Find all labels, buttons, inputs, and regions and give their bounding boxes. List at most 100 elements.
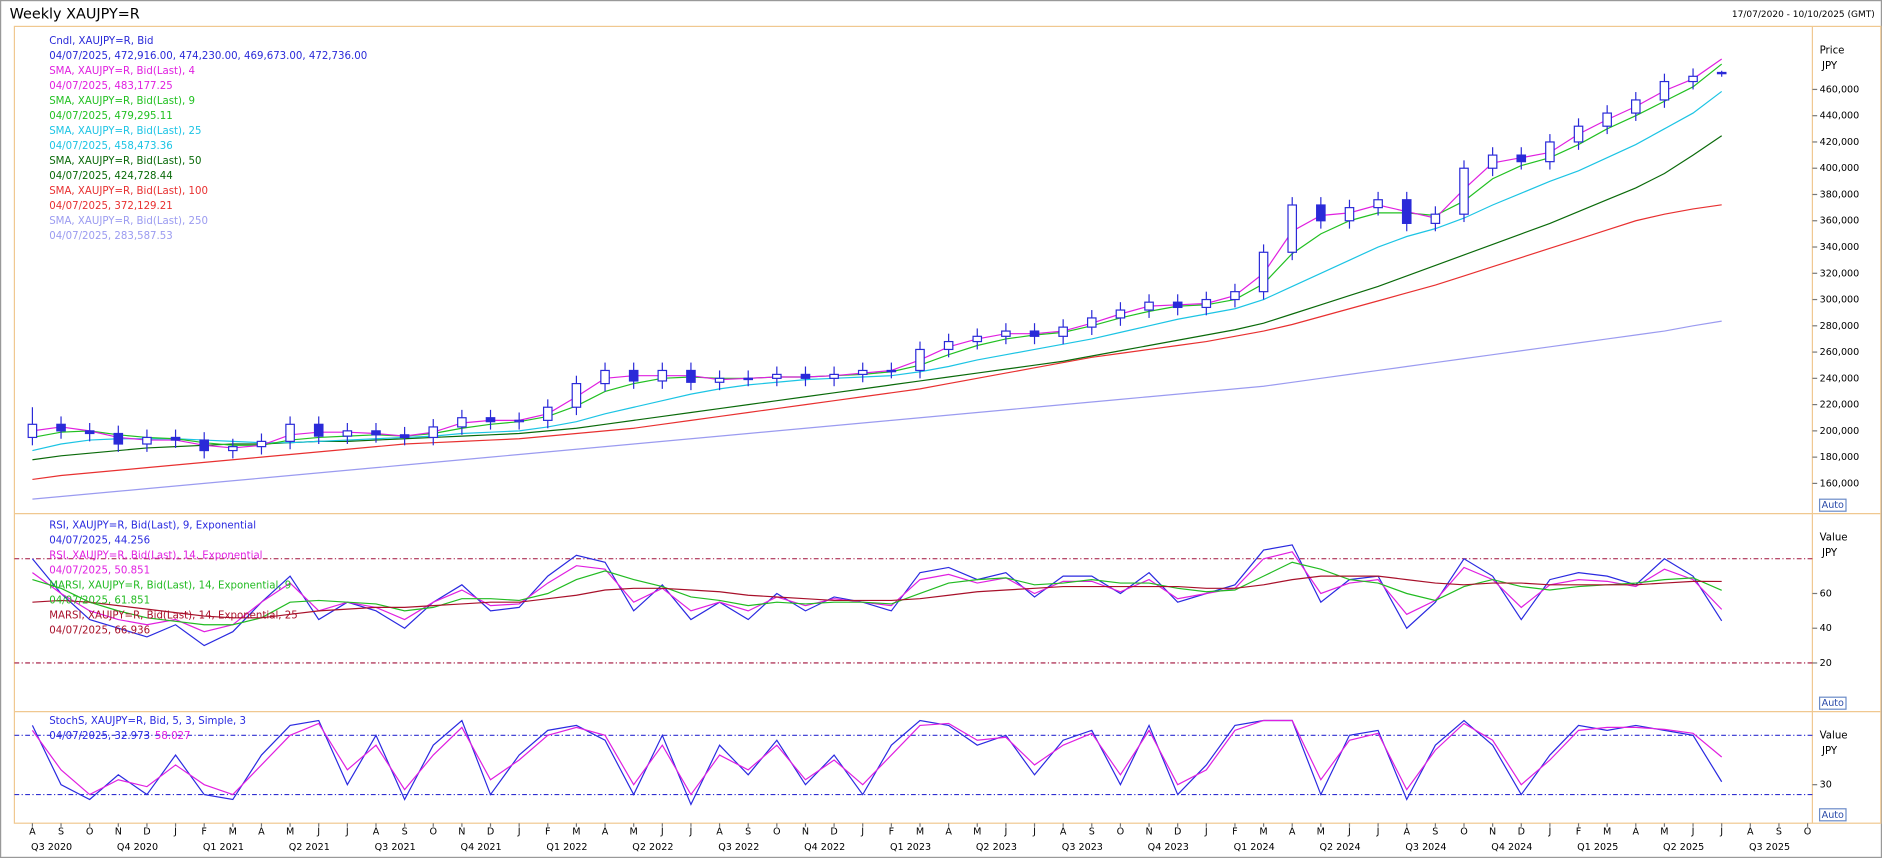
- x-tick-label: J: [1347, 827, 1351, 838]
- y-tick-label: 280,000: [1820, 321, 1860, 332]
- quarter-label: Q3 2022: [718, 842, 759, 853]
- candle-body: [1001, 330, 1011, 337]
- x-tick-label: A: [258, 827, 265, 838]
- x-tick-label: M: [1660, 827, 1668, 838]
- x-tick-label: J: [173, 827, 177, 838]
- x-tick-label: F: [1576, 827, 1582, 838]
- legend-name: RSI, XAUJPY=R, Bid(Last), 9, Exponential: [49, 521, 256, 532]
- x-tick-label: M: [286, 827, 294, 838]
- candle-body: [1172, 301, 1183, 309]
- axis-label: Value: [1820, 533, 1848, 544]
- quarter-label: Q4 2023: [1148, 842, 1189, 853]
- quarter-label: Q1 2023: [890, 842, 931, 853]
- x-tick-label: M: [1317, 827, 1325, 838]
- x-tick-label: S: [1432, 827, 1438, 838]
- x-tick-label: O: [429, 827, 437, 838]
- series-line: [32, 575, 1722, 619]
- candle-body: [1573, 125, 1584, 143]
- candle-body: [84, 430, 95, 435]
- candle-body: [1029, 330, 1040, 337]
- auto-button[interactable]: [1818, 808, 1847, 822]
- y-tick-label: 380,000: [1820, 189, 1860, 200]
- legend-name: MARSI, XAUJPY=R, Bid(Last), 14, Exponent…: [49, 581, 291, 592]
- legend-name: SMA, XAUJPY=R, Bid(Last), 100: [49, 186, 208, 197]
- candle-body: [56, 423, 66, 432]
- candle-body: [1086, 317, 1097, 328]
- x-tick-label: A: [1403, 827, 1410, 838]
- x-tick-label: D: [487, 827, 494, 838]
- candle-body: [714, 377, 725, 383]
- x-tick-label: M: [572, 827, 580, 838]
- x-tick-label: M: [229, 827, 237, 838]
- candle-body: [628, 369, 639, 382]
- candle-body: [1459, 167, 1469, 215]
- x-tick-label: M: [1259, 827, 1267, 838]
- x-tick-label: F: [545, 827, 551, 838]
- legend-name: StochS, XAUJPY=R, Bid, 5, 3, Simple, 3: [49, 716, 246, 727]
- legend-value: 04/07/2025, 372,129.21: [49, 201, 173, 212]
- candle-body: [571, 382, 582, 408]
- x-tick-label: J: [1003, 827, 1007, 838]
- x-tick-label: F: [201, 827, 207, 838]
- legend-name: SMA, XAUJPY=R, Bid(Last), 50: [49, 156, 201, 167]
- quarter-label: Q3 2021: [375, 842, 416, 853]
- auto-label: Auto: [1822, 698, 1844, 709]
- candle-body: [170, 436, 181, 441]
- series-line: [32, 320, 1722, 500]
- x-tick-label: S: [1776, 827, 1782, 838]
- candle-body: [1201, 298, 1212, 309]
- x-tick-label: O: [773, 827, 781, 838]
- y-tick-label: 180,000: [1820, 452, 1860, 463]
- candle-body: [542, 406, 553, 421]
- legend-value: 04/07/2025, 472,916.00, 474,230.00, 469,…: [49, 51, 367, 62]
- x-tick-label: N: [1489, 827, 1496, 838]
- legend-name: MARSI, XAUJPY=R, Bid(Last), 14, Exponent…: [49, 611, 298, 622]
- candle-body: [27, 423, 38, 439]
- candle-body: [485, 417, 496, 423]
- candle-body: [199, 439, 209, 452]
- candle-body: [1373, 199, 1383, 209]
- candle-body: [886, 369, 897, 373]
- candle-body: [829, 373, 839, 379]
- legend-name: SMA, XAUJPY=R, Bid(Last), 250: [49, 216, 208, 227]
- candle-body: [1316, 204, 1326, 222]
- y-tick-label: 220,000: [1820, 400, 1860, 411]
- quarter-label: Q4 2020: [117, 842, 158, 853]
- candle-body: [1602, 112, 1612, 127]
- legend-name: SMA, XAUJPY=R, Bid(Last), 9: [49, 96, 195, 107]
- candle-body: [1287, 204, 1298, 253]
- legend-name: SMA, XAUJPY=R, Bid(Last), 4: [49, 66, 195, 77]
- x-tick-label: J: [860, 827, 864, 838]
- legend-name: SMA, XAUJPY=R, Bid(Last), 25: [49, 126, 201, 137]
- candle-body: [1516, 154, 1527, 163]
- candle-body: [600, 369, 610, 385]
- candle-body: [142, 436, 152, 445]
- x-tick-label: J: [689, 827, 693, 838]
- candle-body: [1230, 291, 1240, 301]
- x-tick-label: J: [1719, 827, 1723, 838]
- x-tick-label: A: [945, 827, 952, 838]
- y-tick-label: 440,000: [1820, 111, 1860, 122]
- candle-body: [1344, 207, 1355, 222]
- auto-label: Auto: [1822, 500, 1844, 511]
- candle-body: [399, 434, 410, 439]
- auto-button[interactable]: [1818, 696, 1847, 710]
- legend-value: 04/07/2025, 32.973: [49, 731, 150, 742]
- chart-title: Weekly XAUJPY=R: [10, 6, 140, 22]
- x-tick-label: O: [1460, 827, 1468, 838]
- candle-body: [1487, 154, 1498, 169]
- candle-body: [113, 432, 124, 445]
- auto-button[interactable]: [1818, 498, 1847, 512]
- quarter-label: Q4 2022: [804, 842, 845, 853]
- quarter-label: Q1 2021: [203, 842, 244, 853]
- legend-name: RSI, XAUJPY=R, Bid(Last), 14, Exponentia…: [49, 551, 262, 562]
- y-tick-label: 20: [1820, 658, 1832, 669]
- series-line: [32, 90, 1723, 452]
- candle-body: [342, 430, 353, 437]
- candle-body: [1659, 80, 1670, 101]
- x-tick-label: D: [143, 827, 150, 838]
- candle-body: [256, 440, 267, 448]
- legend-value: 04/07/2025, 424,728.44: [49, 171, 173, 182]
- quarter-label: Q2 2023: [976, 842, 1017, 853]
